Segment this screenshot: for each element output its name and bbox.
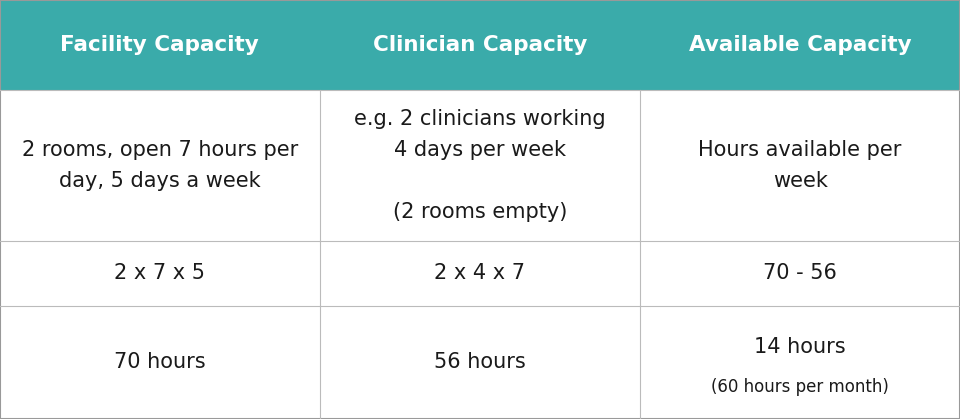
Text: 2 x 7 x 5: 2 x 7 x 5 bbox=[114, 264, 205, 283]
Bar bbox=[640, 0, 960, 90]
Bar bbox=[0, 90, 960, 241]
Text: 70 - 56: 70 - 56 bbox=[763, 264, 837, 283]
Bar bbox=[0, 306, 960, 419]
Text: 56 hours: 56 hours bbox=[434, 352, 526, 372]
Text: 14 hours: 14 hours bbox=[755, 336, 846, 357]
Bar bbox=[0, 0, 320, 90]
Text: (60 hours per month): (60 hours per month) bbox=[711, 378, 889, 396]
Text: 2 x 4 x 7: 2 x 4 x 7 bbox=[435, 264, 525, 283]
Bar bbox=[0, 241, 960, 306]
Text: Hours available per
week: Hours available per week bbox=[699, 140, 901, 191]
Text: Clinician Capacity: Clinician Capacity bbox=[372, 35, 588, 55]
Text: Facility Capacity: Facility Capacity bbox=[60, 35, 259, 55]
Bar bbox=[320, 0, 640, 90]
Text: 70 hours: 70 hours bbox=[114, 352, 205, 372]
Text: Available Capacity: Available Capacity bbox=[689, 35, 911, 55]
Text: e.g. 2 clinicians working
4 days per week

(2 rooms empty): e.g. 2 clinicians working 4 days per wee… bbox=[354, 109, 606, 222]
Text: 2 rooms, open 7 hours per
day, 5 days a week: 2 rooms, open 7 hours per day, 5 days a … bbox=[22, 140, 298, 191]
